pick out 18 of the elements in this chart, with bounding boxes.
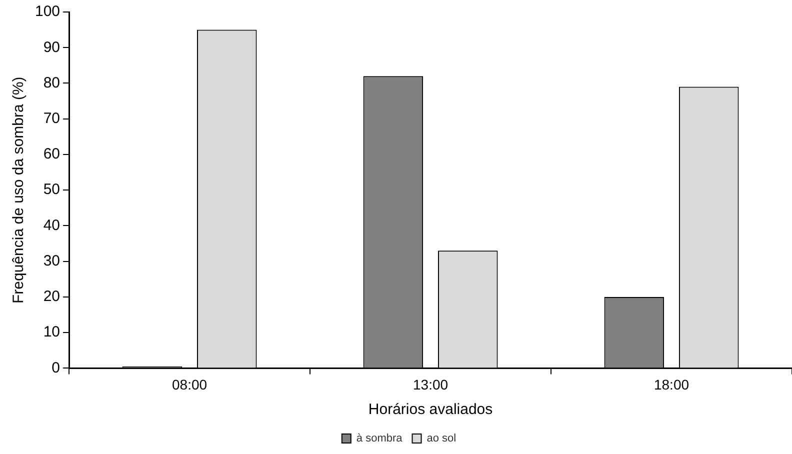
legend-label: à sombra — [356, 432, 404, 445]
y-tick-label: 10 — [43, 324, 60, 341]
y-tick-label: 50 — [43, 181, 60, 198]
y-tick-label: 20 — [43, 288, 60, 306]
y-tick-label: 30 — [43, 252, 60, 270]
y-tick-label: 60 — [43, 146, 60, 163]
x-tick-label: 13:00 — [412, 376, 448, 392]
x-axis-title: Horários avaliados — [368, 401, 493, 418]
y-tick-label: 70 — [43, 110, 60, 127]
y-tick-label: 80 — [43, 74, 60, 92]
y-tick-label: 40 — [43, 216, 60, 234]
y-tick-label: 100 — [34, 3, 60, 20]
legend-label: ao sol — [426, 432, 456, 445]
y-tick-label: 90 — [43, 38, 60, 56]
x-tick-label: 08:00 — [172, 376, 208, 392]
x-tick-label: 18:00 — [654, 376, 690, 392]
y-axis-title: Frequência de uso da sombra (%) — [10, 76, 28, 304]
y-tick-label: 0 — [52, 359, 60, 376]
